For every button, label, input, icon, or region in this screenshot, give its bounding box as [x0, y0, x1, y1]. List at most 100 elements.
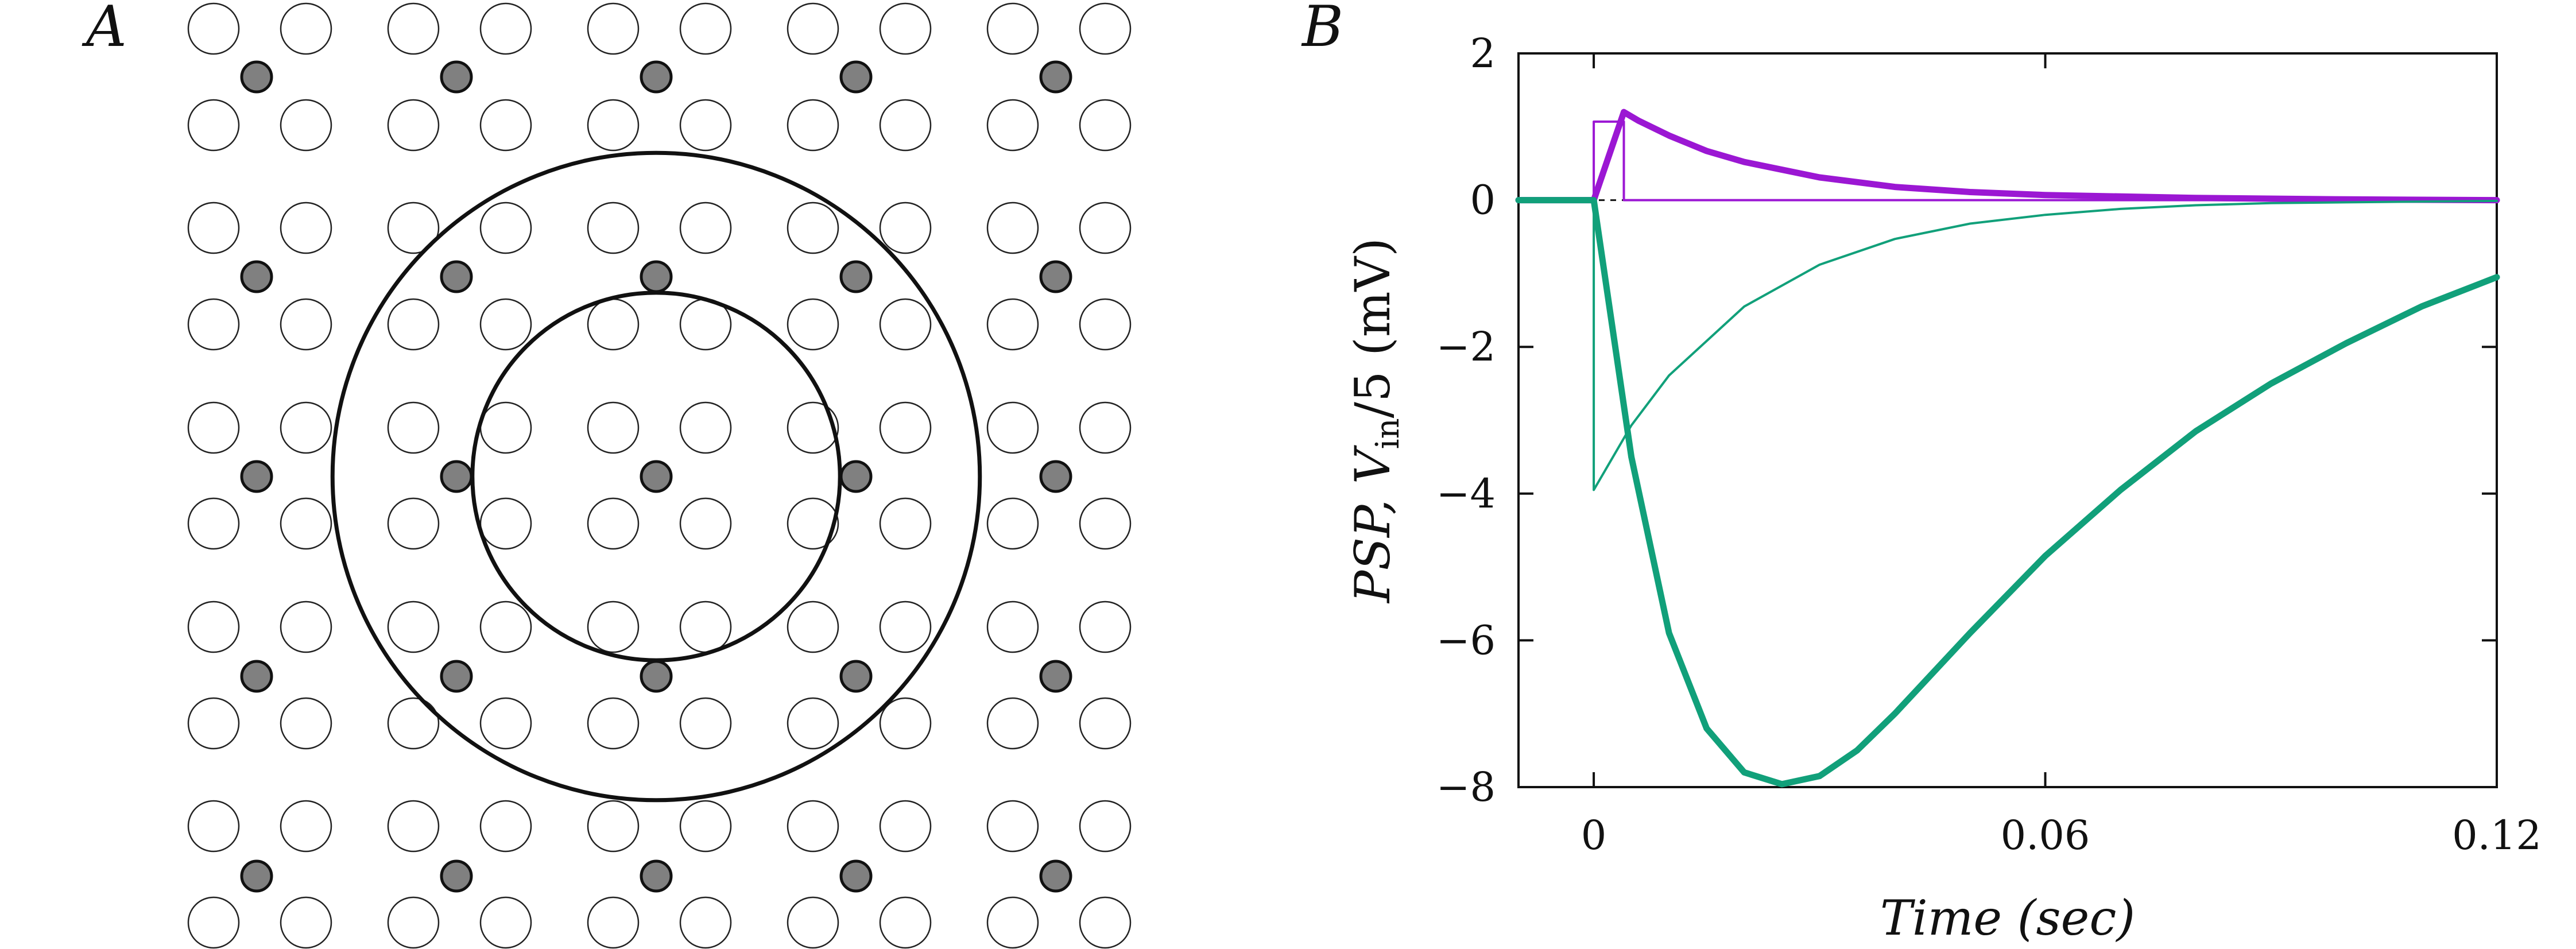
- cone-cell: [280, 401, 332, 454]
- cone-cell: [187, 697, 240, 750]
- cone-cell: [587, 697, 640, 750]
- neuron-cell: [440, 859, 473, 893]
- cone-cell: [187, 896, 240, 949]
- cone-cell: [1079, 401, 1132, 454]
- cone-cell: [387, 401, 440, 454]
- cone-cell: [387, 800, 440, 853]
- cone-cell: [787, 2, 839, 55]
- cone-cell: [187, 601, 240, 653]
- neuron-cell: [1039, 260, 1072, 293]
- y-tick-label: −2: [1436, 323, 1496, 370]
- cone-cell: [879, 99, 932, 152]
- neuron-lattice: [240, 60, 1072, 893]
- cone-cell: [787, 401, 839, 454]
- cone-cell: [1079, 697, 1132, 750]
- cone-cell: [280, 2, 332, 55]
- cone-cell: [387, 497, 440, 550]
- cone-cell: [1079, 2, 1132, 55]
- neuron-cell: [640, 859, 673, 893]
- cone-cell: [787, 800, 839, 853]
- cone-cell: [1079, 497, 1132, 550]
- cone-cell: [479, 697, 532, 750]
- cone-cell: [1079, 99, 1132, 152]
- cone-cell: [986, 896, 1039, 949]
- cone-cell: [187, 202, 240, 254]
- cone-cell: [187, 2, 240, 55]
- neuron-cell: [839, 260, 873, 293]
- series-line-2: [1515, 109, 2500, 204]
- plot-frame: [1517, 52, 2498, 788]
- x-tick-label: 0.12: [2452, 812, 2542, 859]
- cone-cell: [986, 601, 1039, 653]
- y-tick-label: −4: [1436, 470, 1496, 517]
- cone-cell: [479, 896, 532, 949]
- cone-cell: [879, 298, 932, 351]
- cone-cell: [986, 697, 1039, 750]
- cone-cell: [387, 896, 440, 949]
- cone-cell: [986, 298, 1039, 351]
- cone-cell: [787, 202, 839, 254]
- neuron-cell: [839, 660, 873, 693]
- y-tick-label: 2: [1470, 30, 1496, 77]
- cone-cell: [187, 800, 240, 853]
- x-tick-label: 0.06: [2001, 812, 2090, 859]
- cone-cell: [787, 601, 839, 653]
- cone-cell: [479, 497, 532, 550]
- cone-cell: [879, 601, 932, 653]
- cone-cell: [679, 601, 732, 653]
- y-tick-label: 0: [1470, 177, 1496, 224]
- neuron-cell: [1039, 460, 1072, 493]
- cone-cell: [986, 99, 1039, 152]
- cone-cell: [479, 202, 532, 254]
- neuron-cell: [240, 660, 273, 693]
- series-group: [1515, 109, 2500, 788]
- neuron-cell: [640, 660, 673, 693]
- cone-cell: [879, 401, 932, 454]
- cone-cell: [1079, 601, 1132, 653]
- cone-cell: [879, 896, 932, 949]
- cone-cell: [587, 99, 640, 152]
- axis-ticks: [1519, 52, 2498, 788]
- cone-cell: [986, 401, 1039, 454]
- cone-cell: [280, 896, 332, 949]
- neuron-cell: [640, 260, 673, 293]
- cone-cell: [787, 497, 839, 550]
- cone-cell: [587, 800, 640, 853]
- cone-cell: [679, 99, 732, 152]
- x-tick-label: 0: [1581, 812, 1607, 859]
- y-tick-label: −6: [1436, 617, 1496, 664]
- y-axis-label-post: /5 (mV): [1345, 238, 1401, 418]
- cone-cell: [187, 401, 240, 454]
- neuron-cell: [1039, 859, 1072, 893]
- cone-cell: [479, 298, 532, 351]
- cone-cell: [280, 601, 332, 653]
- cone-cell: [679, 2, 732, 55]
- neuron-cell: [839, 859, 873, 893]
- neuron-cell: [640, 60, 673, 94]
- cone-cell: [280, 99, 332, 152]
- cone-cell: [879, 800, 932, 853]
- cone-cell: [387, 2, 440, 55]
- cone-cell: [986, 497, 1039, 550]
- y-axis-label-pre: PSP,: [1345, 484, 1401, 604]
- cone-cell: [587, 298, 640, 351]
- cone-cell: [187, 99, 240, 152]
- panel-a-lattice: A: [82, 0, 1132, 949]
- cone-cell: [280, 298, 332, 351]
- cone-cell: [187, 298, 240, 351]
- neuron-cell: [240, 460, 273, 493]
- neuron-cell: [440, 260, 473, 293]
- cone-cell: [280, 697, 332, 750]
- neuron-cell: [240, 260, 273, 293]
- panel-a-letter: A: [82, 0, 127, 60]
- cone-cell: [479, 601, 532, 653]
- cone-cell: [1079, 896, 1132, 949]
- tick-labels: 0 0.06 0.12 −8 −6 −4 −2 0 2: [1436, 30, 2542, 859]
- cone-cell: [787, 896, 839, 949]
- cone-cell: [587, 601, 640, 653]
- cone-cell: [986, 202, 1039, 254]
- cone-cell: [879, 497, 932, 550]
- cone-cell: [1079, 298, 1132, 351]
- neuron-cell: [839, 60, 873, 94]
